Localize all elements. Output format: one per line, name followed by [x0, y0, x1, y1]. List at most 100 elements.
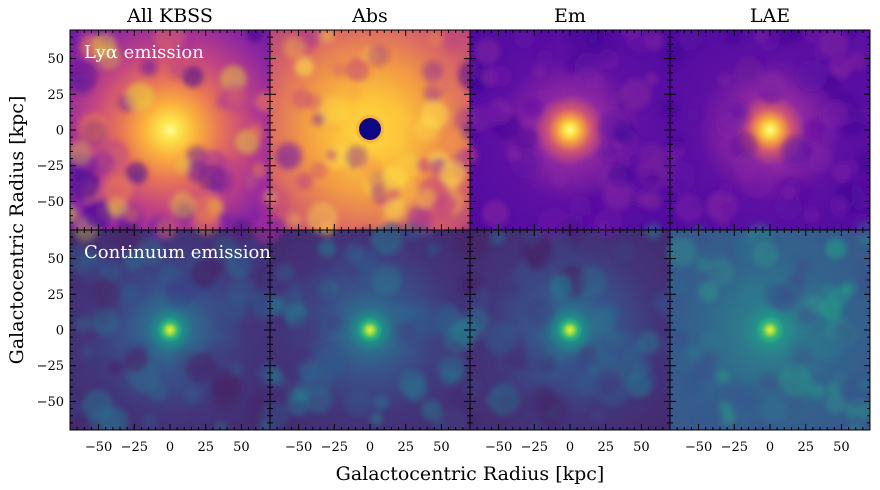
texture-blob	[456, 227, 488, 258]
y-tick-label: 25	[47, 88, 64, 103]
x-tick-label: 50	[233, 440, 250, 455]
texture-blob	[70, 178, 87, 206]
texture-blob	[733, 383, 762, 412]
texture-blob	[491, 66, 512, 87]
texture-blob	[758, 30, 780, 52]
texture-blob	[856, 221, 870, 246]
texture-blob	[829, 194, 849, 214]
texture-blob	[790, 338, 806, 354]
texture-blob	[324, 313, 343, 332]
texture-blob	[507, 148, 521, 161]
texture-blob	[788, 30, 806, 42]
texture-blob	[850, 414, 863, 427]
texture-blob	[416, 157, 432, 173]
texture-blob	[246, 30, 263, 43]
texture-blob	[716, 369, 730, 384]
texture-blob	[797, 305, 817, 325]
texture-blob	[395, 153, 422, 180]
texture-blob	[384, 171, 403, 189]
texture-blob	[137, 239, 164, 265]
texture-blob	[831, 162, 852, 182]
texture-blob	[525, 297, 555, 326]
texture-blob	[214, 421, 228, 430]
texture-blob	[418, 224, 432, 238]
texture-blob	[232, 239, 265, 272]
texture-blob	[574, 52, 602, 79]
panel-texture	[70, 30, 282, 244]
texture-blob	[579, 159, 592, 172]
texture-blob	[70, 206, 79, 223]
texture-blob	[780, 365, 812, 397]
texture-blob	[395, 66, 411, 82]
texture-blob	[371, 264, 402, 296]
texture-blob	[182, 66, 204, 88]
texture-blob	[795, 60, 828, 92]
texture-blob	[720, 202, 738, 219]
x-tick-label: 25	[197, 440, 214, 455]
texture-blob	[398, 369, 426, 397]
x-axis-label: Galactocentric Radius [kpc]	[336, 463, 605, 485]
texture-blob	[716, 72, 731, 87]
texture-blob	[373, 395, 389, 411]
texture-blob	[669, 135, 685, 151]
texture-blob	[332, 102, 347, 118]
texture-blob	[147, 381, 168, 401]
x-tick-label: −50	[485, 440, 512, 455]
panel-texture	[456, 221, 673, 430]
texture-blob	[154, 30, 185, 52]
texture-blob	[417, 189, 436, 208]
texture-blob	[761, 397, 787, 424]
texture-blob	[293, 382, 311, 401]
texture-blob	[421, 400, 442, 421]
texture-blob	[305, 93, 323, 111]
texture-blob	[129, 347, 143, 361]
texture-blob	[418, 313, 443, 337]
texture-blob	[496, 356, 517, 376]
texture-blob	[490, 230, 506, 246]
abs-absorption-core	[362, 121, 378, 137]
tick-labels: −50 −25 0 25 50 −50 −25 0 25 50 −50 −25 0 25 50 −50 −25 0…	[37, 52, 850, 455]
texture-blob	[289, 343, 313, 367]
texture-blob	[474, 38, 501, 65]
texture-blob	[729, 131, 758, 160]
x-tick-label: −25	[721, 440, 748, 455]
x-tick-label: 50	[833, 440, 850, 455]
texture-blob	[277, 146, 299, 168]
texture-blob	[779, 276, 806, 302]
texture-blob	[169, 191, 196, 218]
column-title-em: Em	[554, 5, 586, 27]
texture-blob	[603, 178, 633, 209]
texture-blob	[441, 30, 462, 51]
panel-texture	[260, 220, 481, 430]
texture-blob	[462, 376, 482, 396]
y-tick-label: 0	[56, 324, 64, 339]
texture-blob	[119, 273, 149, 303]
y-tick-label: 50	[47, 252, 64, 267]
texture-blob	[661, 43, 686, 68]
panel-texture	[657, 221, 870, 430]
texture-blob	[781, 185, 796, 200]
texture-blob	[190, 258, 220, 289]
texture-blob	[100, 139, 129, 169]
texture-blob	[669, 272, 697, 300]
texture-blob	[303, 274, 335, 306]
y-tick-label: −25	[37, 359, 64, 374]
texture-blob	[536, 49, 553, 67]
texture-blob	[549, 83, 566, 100]
texture-blob	[610, 330, 640, 361]
texture-blob	[574, 370, 600, 396]
texture-blob	[320, 30, 335, 43]
texture-blob	[636, 164, 660, 188]
y-tick-label: −50	[37, 395, 64, 410]
row-label-continuum: Continuum emission	[84, 242, 271, 263]
texture-blob	[846, 50, 859, 63]
y-tick-label: 0	[56, 124, 64, 139]
texture-blob	[643, 191, 662, 211]
texture-blob	[439, 161, 466, 187]
texture-blob	[589, 308, 616, 335]
texture-blob	[530, 387, 555, 412]
texture-blob	[826, 381, 841, 396]
texture-blob	[260, 401, 289, 430]
texture-blob	[394, 302, 416, 323]
texture-blob	[123, 250, 143, 271]
